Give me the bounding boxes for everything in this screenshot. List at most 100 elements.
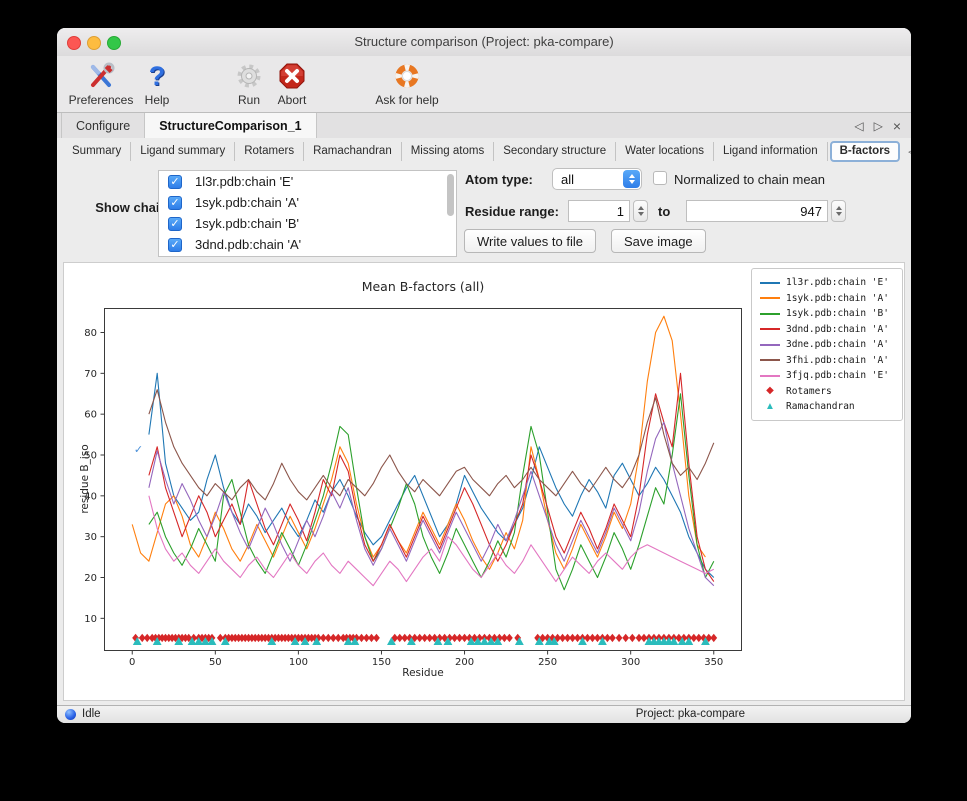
rotamers-marker	[358, 633, 365, 643]
legend-line-swatch	[760, 312, 780, 315]
tab-scroll-right-icon[interactable]: ▷	[873, 118, 883, 133]
legend-entry: 1syk.pdb:chain 'A'	[760, 291, 896, 307]
range-from-stepper[interactable]	[633, 200, 648, 222]
y-tick-label: 30	[84, 532, 97, 543]
x-tick-label: 350	[704, 657, 723, 668]
subtab-ligand-summary[interactable]: Ligand summary	[131, 141, 236, 161]
toolbar-item-label: Abort	[277, 93, 307, 107]
legend-line-swatch	[760, 281, 780, 284]
toolbar-item-label: Help	[144, 93, 170, 107]
ramachandran-marker	[207, 637, 217, 645]
window-title: Structure comparison (Project: pka-compa…	[354, 34, 614, 49]
subtab-missing-atoms[interactable]: Missing atoms	[402, 141, 495, 161]
toolbar-item-label: Preferences	[68, 93, 134, 107]
range-to-stepper[interactable]	[831, 200, 846, 222]
subtab-ramachandran[interactable]: Ramachandran	[304, 141, 402, 161]
rotamers-marker	[416, 633, 424, 643]
tab-configure[interactable]: Configure	[61, 113, 146, 138]
rotamers-marker	[569, 633, 576, 643]
ramachandran-marker	[290, 637, 300, 645]
atom-type-select[interactable]: all	[552, 168, 642, 190]
tools-icon	[87, 60, 115, 92]
legend-label: 3dne.pdb:chain 'A'	[786, 339, 889, 351]
tab-structure-comparison-1[interactable]: StructureComparison_1	[145, 113, 317, 138]
series-line	[148, 393, 715, 591]
chain-list-item[interactable]: ✓ 3dnd.pdb:chain 'A'	[159, 234, 456, 255]
help-button[interactable]: ? Help	[137, 60, 177, 107]
ramachandran-marker	[267, 637, 277, 645]
rotamers-marker	[368, 633, 375, 643]
chain-checkbox[interactable]: ✓	[168, 237, 182, 252]
legend-label: 3fhi.pdb:chain 'A'	[786, 354, 889, 366]
ramachandran-marker	[174, 637, 184, 645]
subtab-water-locations[interactable]: Water locations	[616, 141, 714, 161]
rotamers-marker	[609, 633, 616, 643]
chain-list-item[interactable]: ✓ 1l3r.pdb:chain 'E'	[159, 171, 456, 192]
atom-type-label: Atom type:	[465, 172, 533, 187]
y-tick-label: 40	[84, 491, 97, 502]
legend-entry: ▲ Ramachandran	[760, 399, 896, 415]
ramachandran-marker	[387, 637, 396, 645]
legend-label: 3dnd.pdb:chain 'A'	[786, 323, 889, 335]
project-name: Project: pka-compare	[635, 708, 745, 720]
ramachandran-marker	[701, 637, 710, 645]
rotamers-marker	[695, 633, 703, 643]
y-tick-label: 60	[84, 410, 97, 421]
normalized-checkbox[interactable]	[653, 171, 667, 185]
toolbar-item-label: Ask for help	[375, 93, 439, 107]
tab-scroll-left-icon[interactable]: ◁	[854, 118, 864, 133]
subtab-b-factors[interactable]: B-factors	[829, 140, 901, 162]
subtab-bar: Summary Ligand summary Rotamers Ramachan…	[57, 138, 911, 164]
write-values-button[interactable]: Write values to file	[464, 229, 596, 253]
subtab-rotamers[interactable]: Rotamers	[235, 141, 305, 161]
subtab-summary[interactable]: Summary	[63, 141, 132, 161]
rotamers-marker	[554, 633, 561, 643]
subtab-scroll-left-icon[interactable]: ◁	[908, 145, 911, 158]
subtab-secondary-structure[interactable]: Secondary structure	[494, 141, 617, 161]
tab-close-icon[interactable]: ×	[892, 117, 901, 134]
save-image-button[interactable]: Save image	[611, 229, 706, 253]
chain-list-item[interactable]: ✓ 1syk.pdb:chain 'B'	[159, 213, 456, 234]
rotamers-marker	[544, 633, 552, 643]
ramachandran-marker	[466, 637, 476, 645]
ramachandran-marker	[684, 637, 694, 645]
zoom-window-button[interactable]	[107, 36, 121, 50]
run-button[interactable]: Run	[229, 60, 269, 107]
title-bar[interactable]: Structure comparison (Project: pka-compa…	[57, 28, 911, 56]
ramachandran-marker	[549, 637, 559, 645]
ramachandran-marker	[132, 637, 142, 645]
ramachandran-marker	[187, 637, 197, 645]
toolbar: Preferences ? Help Run	[57, 56, 911, 113]
ask-for-help-button[interactable]: Ask for help	[367, 60, 447, 107]
chain-list-item[interactable]: ✓ 1syk.pdb:chain 'A'	[159, 192, 456, 213]
series-line	[148, 495, 715, 587]
ramachandran-marker	[514, 637, 524, 645]
subtab-ligand-information[interactable]: Ligand information	[714, 141, 828, 161]
series-line	[148, 389, 715, 501]
chain-checkbox[interactable]: ✓	[168, 174, 182, 189]
atom-type-value: all	[561, 171, 575, 187]
to-label: to	[658, 204, 671, 219]
ramachandran-marker	[473, 637, 483, 645]
chain-checkbox[interactable]: ✓	[168, 195, 182, 210]
preferences-button[interactable]: Preferences	[65, 60, 137, 107]
chains-scrollbar[interactable]	[447, 174, 454, 216]
y-tick-label: 50	[84, 451, 97, 462]
rotamers-marker	[710, 633, 718, 643]
rotamers-marker	[216, 633, 224, 643]
app-window: Structure comparison (Project: pka-compa…	[57, 28, 911, 723]
minimize-window-button[interactable]	[87, 36, 101, 50]
rotamers-marker	[401, 633, 409, 643]
legend-line-swatch	[760, 343, 780, 346]
ramachandran-marker	[406, 637, 416, 645]
show-chains-list[interactable]: ✓ 1l3r.pdb:chain 'E' ✓ 1syk.pdb:chain 'A…	[158, 170, 457, 257]
series-line	[148, 372, 715, 578]
range-from-input[interactable]	[568, 200, 630, 222]
ramachandran-marker	[534, 637, 544, 645]
range-to-input[interactable]	[686, 200, 828, 222]
chain-checkbox[interactable]: ✓	[168, 216, 182, 231]
close-window-button[interactable]	[67, 36, 81, 50]
abort-button[interactable]: Abort	[269, 60, 315, 107]
ramachandran-marker	[220, 637, 230, 645]
chain-label: 3dnd.pdb:chain 'A'	[195, 237, 302, 252]
